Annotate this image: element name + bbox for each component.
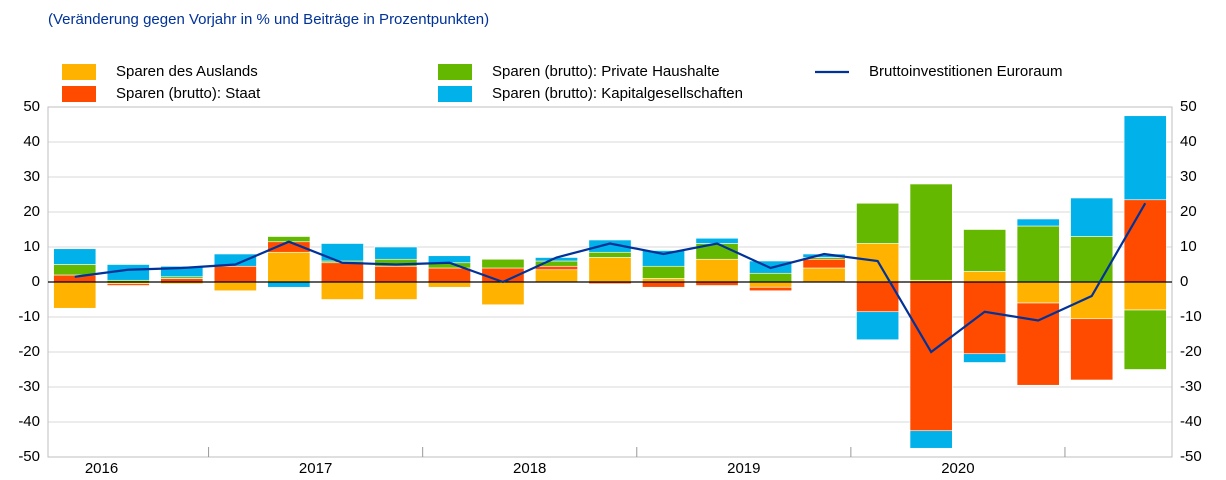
legend-label: Sparen (brutto): Kapitalgesellschaften bbox=[492, 85, 743, 102]
bar bbox=[963, 281, 1007, 355]
y2-tick-label: 10 bbox=[1180, 238, 1197, 255]
x-tick-label: 2020 bbox=[941, 460, 974, 477]
bar bbox=[963, 271, 1007, 283]
bar bbox=[749, 286, 793, 292]
y-tick-label: 30 bbox=[23, 168, 40, 185]
legend-swatch bbox=[438, 86, 472, 102]
bar bbox=[588, 251, 632, 258]
bar bbox=[695, 258, 739, 283]
bar bbox=[374, 246, 418, 260]
y-tick-label: -20 bbox=[18, 343, 40, 360]
bar bbox=[963, 229, 1007, 272]
bar bbox=[320, 262, 364, 283]
bar bbox=[267, 281, 311, 288]
bar bbox=[588, 257, 632, 283]
y-tick-label: 0 bbox=[32, 273, 40, 290]
bar bbox=[535, 269, 578, 283]
bar bbox=[1016, 225, 1060, 283]
y-tick-label: -40 bbox=[18, 413, 40, 430]
legend-swatch bbox=[62, 64, 96, 80]
bar bbox=[374, 281, 418, 300]
y2-tick-label: 20 bbox=[1180, 203, 1197, 220]
x-tick-label: 2017 bbox=[299, 460, 332, 477]
legend-swatch bbox=[438, 64, 472, 80]
bar bbox=[213, 281, 257, 292]
bar bbox=[588, 239, 632, 253]
bar bbox=[53, 248, 97, 265]
y2-tick-label: -30 bbox=[1180, 378, 1202, 395]
bar bbox=[1016, 302, 1060, 386]
bar bbox=[749, 281, 793, 288]
y-tick-label: 10 bbox=[23, 238, 40, 255]
bar bbox=[320, 281, 364, 300]
bar bbox=[481, 281, 525, 306]
bar bbox=[1123, 309, 1167, 370]
bar bbox=[909, 183, 953, 281]
bar bbox=[642, 250, 685, 267]
legend-label: Sparen (brutto): Staat bbox=[116, 85, 261, 102]
y2-tick-label: 50 bbox=[1180, 98, 1197, 115]
bar bbox=[481, 258, 525, 269]
bar bbox=[160, 265, 204, 278]
legend-swatch bbox=[62, 86, 96, 102]
bar bbox=[642, 281, 685, 288]
bar bbox=[802, 267, 846, 283]
x-tick-label: 2016 bbox=[85, 460, 118, 477]
chart-subtitle: (Veränderung gegen Vorjahr in % und Beit… bbox=[48, 11, 489, 28]
bar bbox=[1070, 236, 1114, 283]
y-tick-label: 40 bbox=[23, 133, 40, 150]
y2-tick-label: 40 bbox=[1180, 133, 1197, 150]
y2-tick-label: 30 bbox=[1180, 168, 1197, 185]
bar bbox=[1070, 281, 1114, 320]
bar bbox=[535, 265, 578, 271]
bar bbox=[267, 251, 311, 283]
bar bbox=[1123, 281, 1167, 311]
bar bbox=[1070, 318, 1114, 381]
bar bbox=[1016, 281, 1060, 304]
x-tick-label: 2018 bbox=[513, 460, 546, 477]
bar bbox=[963, 353, 1007, 363]
y2-tick-label: -40 bbox=[1180, 413, 1202, 430]
y-tick-label: -30 bbox=[18, 378, 40, 395]
legend-label: Bruttoinvestitionen Euroraum bbox=[869, 63, 1062, 80]
x-tick-label: 2019 bbox=[727, 460, 760, 477]
legend-label: Sparen des Auslands bbox=[116, 63, 258, 80]
bar bbox=[427, 281, 471, 288]
bar bbox=[1123, 199, 1167, 283]
y-tick-label: -10 bbox=[18, 308, 40, 325]
bar bbox=[1123, 115, 1167, 201]
legend-label: Sparen (brutto): Private Haushalte bbox=[492, 63, 720, 80]
bar bbox=[53, 281, 97, 309]
y-tick-label: 20 bbox=[23, 203, 40, 220]
bar bbox=[909, 281, 953, 432]
y2-tick-label: -50 bbox=[1180, 448, 1202, 465]
bar bbox=[856, 311, 900, 341]
bar bbox=[427, 267, 471, 283]
bar bbox=[213, 253, 257, 267]
y-tick-label: 50 bbox=[23, 98, 40, 115]
bar bbox=[106, 283, 150, 286]
y2-tick-label: 0 bbox=[1180, 273, 1188, 290]
y2-tick-label: -10 bbox=[1180, 308, 1202, 325]
bar bbox=[1016, 218, 1060, 227]
bar bbox=[802, 258, 846, 269]
bar bbox=[642, 265, 685, 279]
bar bbox=[53, 264, 97, 276]
y-tick-label: -50 bbox=[18, 448, 40, 465]
bar bbox=[749, 272, 793, 283]
bar bbox=[320, 243, 364, 262]
bar bbox=[374, 265, 418, 283]
line bbox=[74, 202, 1147, 354]
y2-tick-label: -20 bbox=[1180, 343, 1202, 360]
bar bbox=[909, 430, 953, 449]
bar bbox=[213, 265, 257, 283]
bar bbox=[856, 202, 900, 244]
bar bbox=[1070, 197, 1114, 237]
